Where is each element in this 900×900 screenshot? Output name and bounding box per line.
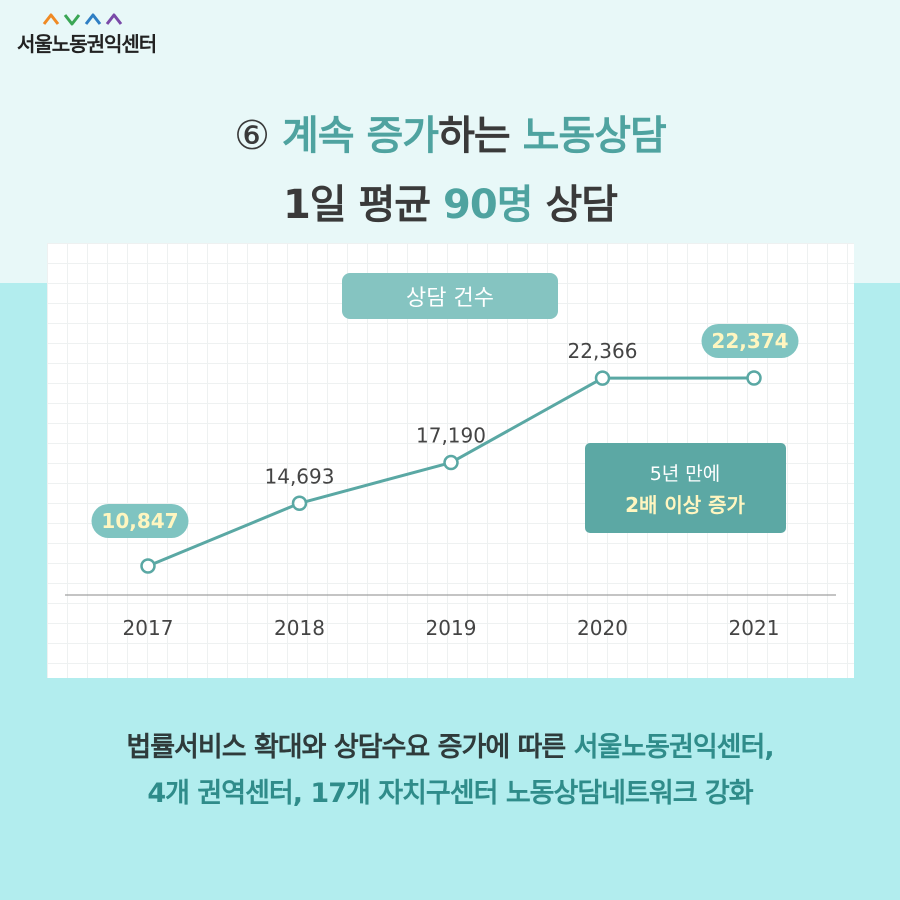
footer-line2: 4개 권역센터, 17개 자치구센터 노동상담네트워크 강화 <box>0 771 900 810</box>
line-chart: 상담 건수 2017 10,847 2018 14,693 2019 17,190 2020… <box>65 273 836 640</box>
value-badge <box>701 324 799 358</box>
annotation-line2: 2배 이상 증가 <box>625 493 745 517</box>
data-point <box>291 495 308 512</box>
data-label: 22,374 <box>711 329 788 353</box>
chart-title-badge <box>342 273 558 319</box>
page-title-line2: 1일 평균 90명 상담 <box>0 172 900 230</box>
x-tick-label: 2018 <box>274 616 325 640</box>
annotation-box <box>585 443 786 533</box>
title-accent-counseling: 노동상담 <box>522 113 667 159</box>
data-point <box>140 558 156 574</box>
data-label: 10,847 <box>101 509 178 533</box>
title2-plain-a: 1일 평균 <box>282 182 444 228</box>
title-number: ⑥ <box>234 113 270 159</box>
chart-title: 상담 건수 <box>406 286 494 311</box>
data-label: 17,190 <box>416 424 486 448</box>
data-point <box>594 370 611 386</box>
x-tick-label: 2017 <box>123 616 174 640</box>
data-point <box>443 454 459 471</box>
logo-mark-icon <box>42 13 123 26</box>
annotation-line1: 5년 만에 <box>650 463 721 485</box>
data-point <box>746 370 762 386</box>
footer-accent-center: 서울노동권익센터, <box>573 732 775 763</box>
title2-plain-b: 상담 <box>532 182 618 228</box>
data-label: 14,693 <box>265 464 335 488</box>
logo-text: 서울노동권익센터 <box>17 32 157 56</box>
footer-accent-network: 4개 권역센터, 17개 자치구센터 노동상담네트워크 강화 <box>147 778 753 809</box>
page-title-line1: ⑥ 계속 증가하는 노동상담 <box>0 103 900 161</box>
value-badge <box>91 504 189 538</box>
x-tick-label: 2019 <box>426 616 477 640</box>
title-accent-increase: 계속 증가 <box>281 113 439 159</box>
chart-card: 상담 건수 2017 10,847 2018 14,693 2019 17,190 2020… <box>47 243 854 678</box>
data-label: 22,366 <box>568 339 638 363</box>
title2-accent: 90명 <box>443 182 533 228</box>
footer-plain: 법률서비스 확대와 상담수요 증가에 따른 <box>126 732 574 763</box>
footer-line1: 법률서비스 확대와 상담수요 증가에 따른 서울노동권익센터, <box>0 725 900 764</box>
logo: 서울노동권익센터 <box>17 12 157 57</box>
title-plain: 하는 <box>438 113 523 159</box>
top-background <box>0 0 900 283</box>
x-tick-label: 2021 <box>729 616 780 640</box>
x-tick-label: 2020 <box>577 616 628 640</box>
